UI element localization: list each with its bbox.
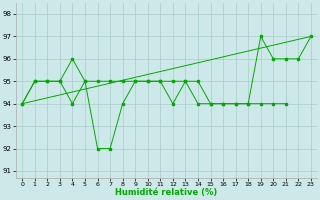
X-axis label: Humidité relative (%): Humidité relative (%): [116, 188, 218, 197]
